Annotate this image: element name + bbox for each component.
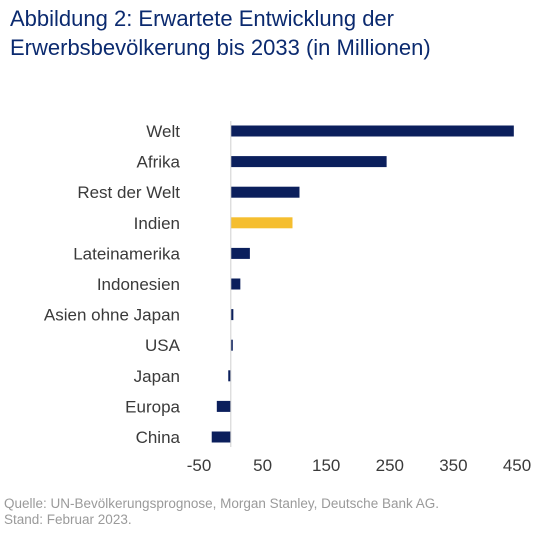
category-label-europa: Europa: [125, 397, 180, 416]
x-tick-label: 250: [376, 456, 404, 475]
bar-afrika: [230, 156, 387, 168]
chart-title: Abbildung 2: Erwartete Entwicklung der E…: [10, 4, 550, 62]
source-line-2: Stand: Februar 2023.: [4, 512, 132, 527]
x-tick-label: 50: [253, 456, 272, 475]
bar-indonesien: [230, 278, 241, 290]
category-label-china: China: [136, 428, 181, 447]
x-tick-label: 350: [439, 456, 467, 475]
bar-usa: [230, 339, 233, 351]
x-tick-label: 450: [503, 456, 531, 475]
x-tick-label: 150: [312, 456, 340, 475]
bar-rest-der-welt: [230, 186, 300, 198]
source-line-1: Quelle: UN-Bevölkerungsprognose, Morgan …: [4, 496, 439, 511]
x-tick-label: -50: [187, 456, 212, 475]
category-label-indonesien: Indonesien: [97, 275, 180, 294]
category-label-asien-ohne-japan: Asien ohne Japan: [44, 306, 180, 325]
category-label-indien: Indien: [134, 214, 180, 233]
bar-europa: [216, 400, 231, 412]
chart-title-line-1: Abbildung 2: Erwartete Entwicklung der: [10, 6, 394, 31]
bar-lateinamerika: [230, 247, 250, 259]
chart-title-line-2: Erwerbsbevölkerung bis 2033 (in Millione…: [10, 35, 431, 60]
category-label-welt: Welt: [146, 122, 180, 141]
bar-japan: [228, 370, 231, 382]
category-label-afrika: Afrika: [137, 153, 181, 172]
bar-welt: [230, 125, 514, 137]
category-label-rest-der-welt: Rest der Welt: [77, 183, 180, 202]
bar-asien-ohne-japan: [230, 309, 234, 321]
category-label-usa: USA: [145, 336, 181, 355]
category-label-japan: Japan: [134, 367, 180, 386]
bar-china: [211, 431, 231, 443]
category-label-lateinamerika: Lateinamerika: [73, 244, 180, 263]
source-note: Quelle: UN-Bevölkerungsprognose, Morgan …: [4, 496, 439, 528]
bar-indien: [230, 217, 293, 229]
